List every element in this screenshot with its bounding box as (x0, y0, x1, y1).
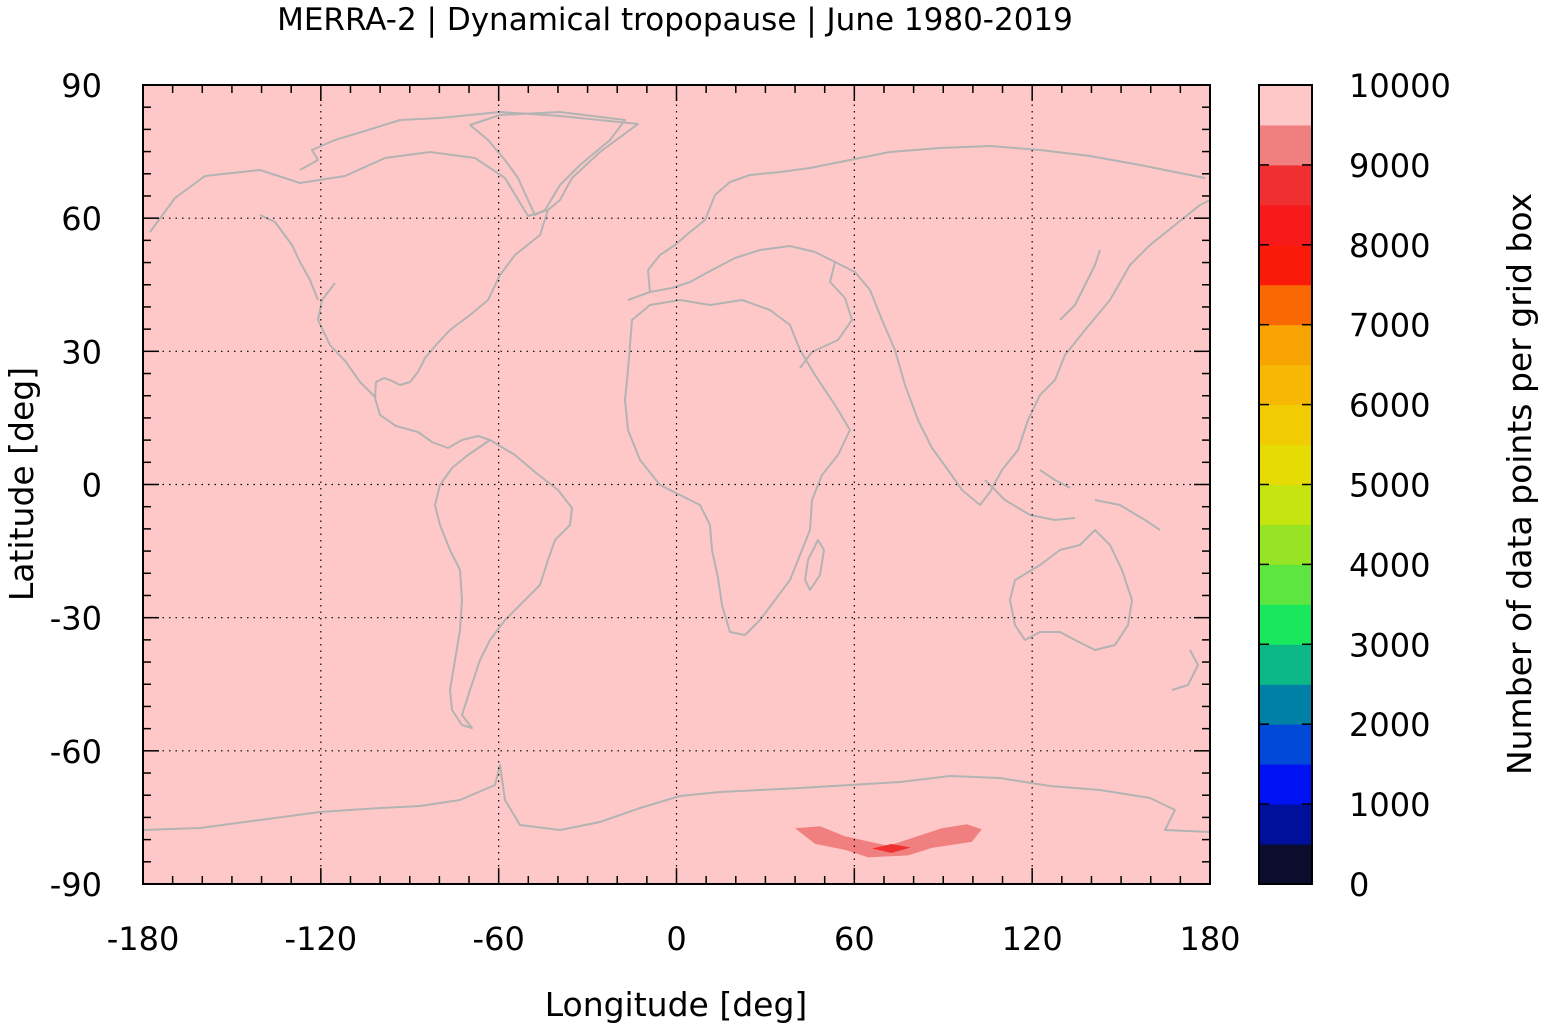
data-region (795, 824, 982, 858)
y-axis-label: Latitude [deg] (2, 367, 41, 601)
grid (143, 85, 1210, 884)
y-tick-label: -90 (50, 866, 102, 904)
colorbar-segment (1259, 844, 1312, 885)
x-tick-label: 60 (834, 920, 875, 958)
colorbar-tick-label: 7000 (1349, 307, 1430, 345)
y-tick-label: 60 (61, 200, 102, 238)
colorbar-segment (1259, 644, 1312, 685)
colorbar (1258, 84, 1313, 885)
data-region (872, 844, 911, 853)
colorbar-segment (1259, 564, 1312, 605)
colorbar-segment (1259, 124, 1312, 166)
colorbar-tick-label: 4000 (1349, 546, 1430, 584)
coastline-japan (1059, 249, 1101, 321)
coastlines (142, 111, 1211, 833)
colorbar-tick-label: 1000 (1349, 786, 1430, 824)
colorbar-segment (1259, 244, 1312, 286)
colorbar-segment (1259, 604, 1312, 645)
coastline-antarctica (142, 764, 1211, 833)
colorbar-segment (1259, 804, 1312, 845)
colorbar-segment (1259, 404, 1312, 446)
colorbar-label: Number of data points per grid box (1500, 193, 1539, 775)
colorbar-segment (1259, 484, 1312, 525)
y-tick-label: 30 (61, 333, 102, 371)
x-tick-label: -120 (285, 920, 358, 958)
colorbar-segment (1259, 324, 1312, 366)
y-tick-label: 90 (61, 67, 102, 105)
colorbar-segment (1259, 724, 1312, 765)
colorbar-segment (1259, 85, 1312, 126)
coastline-north-america (149, 111, 639, 449)
y-tick-label: 0 (82, 467, 102, 505)
colorbar-segment (1259, 764, 1312, 805)
data-regions (795, 824, 982, 858)
colorbar-tick-label: 5000 (1349, 467, 1430, 505)
y-tick-label: -60 (50, 733, 102, 771)
x-tick-labels: -180 -120 -60 0 60 120 180 (107, 920, 1241, 958)
colorbar-tick-label: 0 (1349, 866, 1369, 904)
axis-ticks (142, 84, 1211, 885)
colorbar-tick-label: 10000 (1349, 67, 1451, 105)
x-tick-label: 0 (666, 920, 686, 958)
colorbar-segment (1259, 284, 1312, 326)
x-tick-label: 180 (1179, 920, 1240, 958)
x-tick-label: -180 (107, 920, 180, 958)
colorbar-tick-labels: 0 1000 2000 3000 4000 5000 6000 7000 8000 9000 100… (1349, 67, 1451, 904)
coastline-madagascar (804, 539, 825, 591)
colorbar-tick-label: 9000 (1349, 147, 1430, 185)
colorbar-segment (1259, 164, 1312, 206)
colorbar-segment (1259, 364, 1312, 406)
colorbar-segment (1259, 444, 1312, 485)
colorbar-segment (1259, 524, 1312, 565)
colorbar-segment (1259, 684, 1312, 725)
colorbar-tick-label: 6000 (1349, 387, 1430, 425)
colorbar-tick-label: 2000 (1349, 706, 1430, 744)
colorbar-tick-label: 8000 (1349, 227, 1430, 265)
x-tick-label: 120 (1002, 920, 1063, 958)
coastline-africa (624, 299, 851, 636)
coastline-greenland (469, 111, 626, 216)
y-tick-label: -30 (50, 600, 102, 638)
coastline-south-america (434, 439, 573, 729)
coastline-australia (1009, 529, 1133, 651)
coastline-eurasia (627, 145, 1211, 506)
y-tick-labels: 90 60 30 0 -30 -60 -90 (50, 67, 102, 904)
x-axis-label: Longitude [deg] (545, 985, 808, 1024)
colorbar-segment (1259, 204, 1312, 246)
coastline-indonesia (984, 469, 1161, 531)
coastline-new-zealand (1171, 649, 1199, 691)
x-tick-label: -60 (473, 920, 525, 958)
chart-title: MERRA-2 | Dynamical tropopause | June 19… (277, 2, 1073, 38)
colorbar-tick-label: 3000 (1349, 626, 1430, 664)
